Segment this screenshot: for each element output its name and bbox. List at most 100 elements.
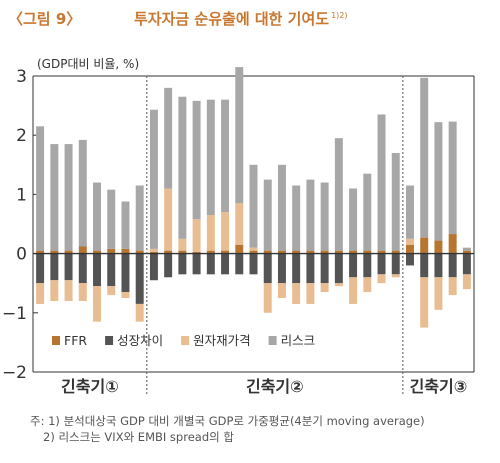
- bar-segment-FFR: [221, 250, 230, 254]
- title-footnote-marker: 1)2): [331, 11, 348, 20]
- bar-segment-원자재가격: [263, 283, 272, 313]
- bar-segment-성장차이: [135, 253, 144, 304]
- bar-segment-FFR: [320, 250, 329, 254]
- bar-segment-원자재가격: [249, 247, 258, 251]
- bar-segment-성장차이: [93, 253, 101, 287]
- bar-segment-FFR: [36, 250, 45, 254]
- bar-segment-원자재가격: [149, 248, 158, 252]
- bar-segment-성장차이: [107, 253, 116, 287]
- bar-segment-FFR: [135, 250, 144, 254]
- bar-segment-FFR: [263, 250, 272, 254]
- bar-segment-FFR: [64, 250, 73, 254]
- bar-segment-리스크: [78, 139, 87, 247]
- bar-segment-성장차이: [292, 253, 301, 284]
- bar-segment-FFR: [78, 246, 87, 254]
- bar-segment-리스크: [249, 164, 258, 248]
- bar-segment-성장차이: [277, 253, 286, 284]
- bar-segment-리스크: [277, 164, 286, 251]
- bar-segment-리스크: [64, 144, 73, 251]
- bar-segment-원자재가격: [107, 286, 116, 296]
- bar-segment-리스크: [149, 109, 158, 249]
- bar-segment-성장차이: [434, 253, 443, 278]
- bar-segment-리스크: [434, 122, 443, 241]
- bar-segment-리스크: [36, 126, 45, 251]
- footnote-1: 주: 1) 분석대상국 GDP 대비 개별국 GDP로 가중평균(4분기 mov…: [30, 414, 425, 428]
- bar-segment-FFR: [391, 250, 400, 254]
- bar-segment-리스크: [391, 152, 400, 251]
- legend-swatch-리스크: [268, 336, 277, 345]
- bar-segment-원자재가격: [363, 277, 372, 293]
- bar-segment-성장차이: [121, 253, 130, 293]
- unit-label: (GDP대비 비율, %): [37, 57, 139, 71]
- bar-segment-FFR: [363, 250, 372, 254]
- bar-segment-원자재가격: [406, 238, 414, 245]
- bar-segment-성장차이: [221, 253, 230, 275]
- bar-segment-성장차이: [50, 253, 59, 281]
- bar-segment-FFR: [235, 244, 244, 254]
- bar-segment-원자재가격: [448, 277, 457, 296]
- bar-segment-리스크: [164, 87, 173, 189]
- period-label: 긴축기③: [410, 377, 468, 396]
- bar-segment-원자재가격: [221, 212, 230, 251]
- bar-segment-성장차이: [406, 253, 414, 266]
- bar-segment-FFR: [406, 244, 414, 254]
- legend-label-원자재가격: 원자재가격: [193, 333, 251, 348]
- bar-segment-FFR: [178, 250, 187, 254]
- bar-segment-리스크: [363, 173, 372, 251]
- bar-segment-리스크: [377, 114, 386, 251]
- bar-segment-FFR: [349, 250, 358, 254]
- bar-segment-원자재가격: [277, 283, 286, 298]
- bar-segment-리스크: [462, 247, 471, 251]
- figure-number: 〈그림 9〉: [8, 10, 82, 28]
- bar-segment-성장차이: [448, 253, 457, 278]
- legend-label-성장차이: 성장차이: [117, 333, 163, 348]
- bar-segment-FFR: [249, 250, 258, 254]
- footnote-2: 2) 리스크는 VIX와 EMBI spread의 합: [43, 430, 234, 444]
- bar-segment-원자재가격: [349, 277, 358, 304]
- bar-segment-원자재가격: [164, 188, 173, 251]
- bar-segment-FFR: [93, 250, 101, 254]
- bar-segment-리스크: [221, 99, 230, 213]
- bar-segment-리스크: [235, 67, 244, 204]
- bar-segment-리스크: [192, 100, 201, 220]
- bar-segment-FFR: [50, 250, 59, 254]
- bar-segment-리스크: [334, 138, 343, 251]
- bar-segment-FFR: [434, 240, 443, 254]
- period-label: 긴축기①: [61, 377, 119, 396]
- chart-title: 투자자금 순유출에 대한 기여도 1)2): [134, 8, 348, 29]
- bar-segment-리스크: [135, 185, 144, 251]
- bar-segment-원자재가격: [192, 219, 201, 252]
- bar-segment-원자재가격: [377, 274, 386, 284]
- bar-segment-원자재가격: [462, 274, 471, 290]
- bar-segment-원자재가격: [320, 283, 329, 293]
- bar-segment-FFR: [306, 250, 315, 254]
- bar-segment-원자재가격: [135, 303, 144, 322]
- bar-segment-성장차이: [78, 253, 87, 284]
- bar-segment-리스크: [292, 185, 301, 251]
- legend-label-리스크: 리스크: [281, 333, 316, 348]
- bar-segment-리스크: [349, 188, 358, 251]
- bar-segment-리스크: [93, 182, 101, 251]
- bar-segment-성장차이: [249, 253, 258, 275]
- bar-segment-원자재가격: [178, 238, 187, 251]
- y-tick-label: 2: [16, 126, 27, 146]
- y-tick-label: −2: [2, 363, 27, 383]
- bar-segment-FFR: [334, 250, 343, 254]
- bar-segment-FFR: [277, 250, 286, 254]
- bar-segment-리스크: [420, 77, 429, 238]
- bar-segment-원자재가격: [292, 283, 301, 304]
- legend-label-FFR: FFR: [64, 333, 87, 348]
- bar-segment-원자재가격: [50, 280, 59, 301]
- legend-swatch-성장차이: [105, 336, 114, 345]
- footnotes: 주: 1) 분석대상국 GDP 대비 개별국 GDP로 가중평균(4분기 mov…: [30, 413, 425, 445]
- bar-segment-리스크: [448, 121, 457, 235]
- bar-segment-성장차이: [36, 253, 45, 284]
- bar-segment-원자재가격: [391, 274, 400, 278]
- bar-segment-원자재가격: [334, 283, 343, 287]
- bar-segment-성장차이: [306, 253, 315, 284]
- bar-segment-원자재가격: [235, 203, 244, 245]
- bar-segment-성장차이: [377, 253, 386, 275]
- bar-segment-원자재가격: [206, 215, 215, 251]
- bar-segment-성장차이: [263, 253, 272, 284]
